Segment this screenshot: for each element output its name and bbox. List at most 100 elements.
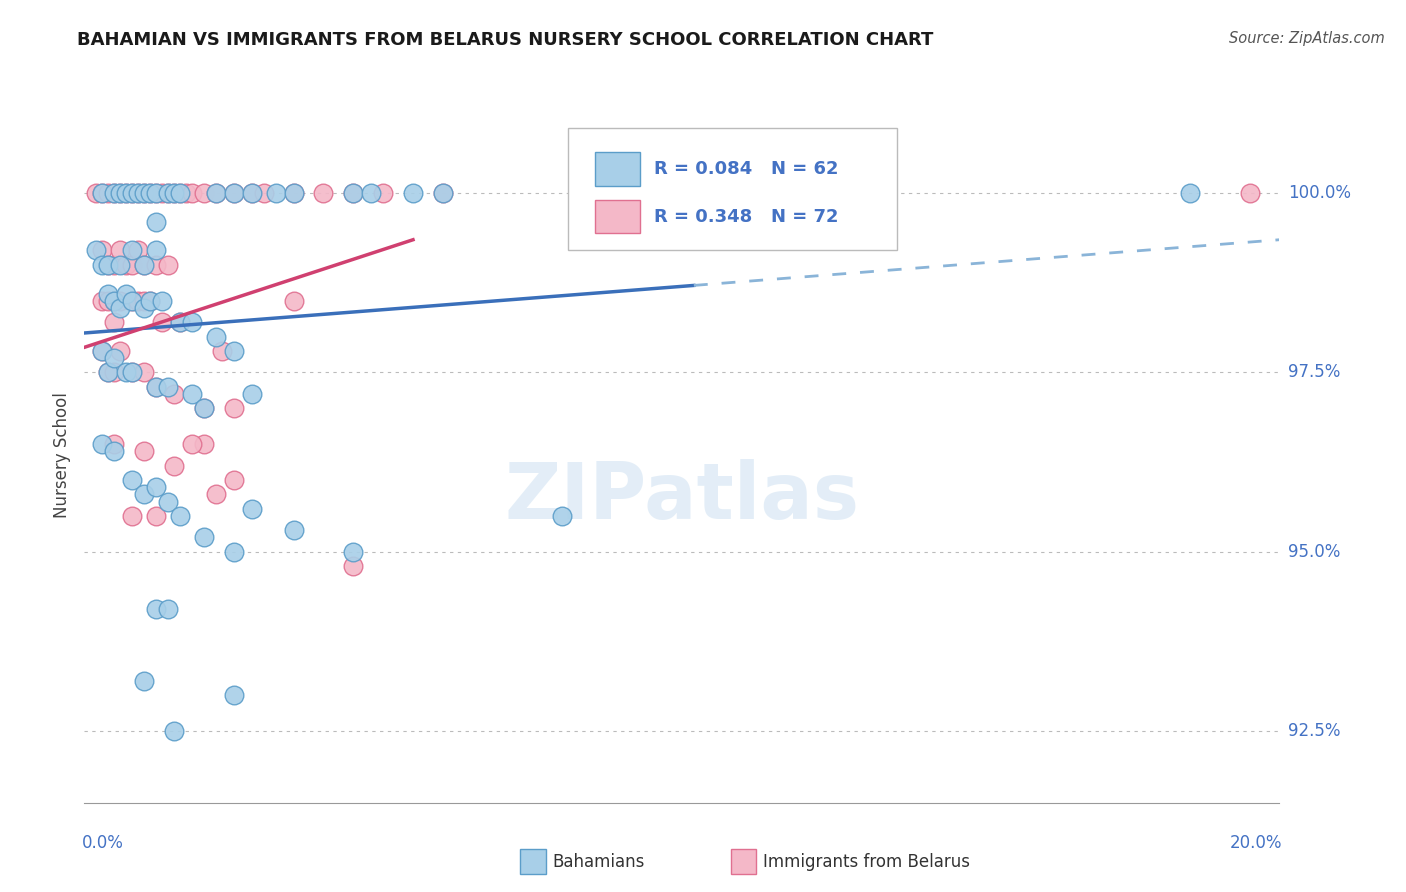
Y-axis label: Nursery School: Nursery School — [53, 392, 72, 518]
Point — [264, 186, 287, 200]
Text: 92.5%: 92.5% — [1288, 722, 1340, 740]
Point — [86, 186, 108, 200]
Point — [180, 387, 202, 401]
Point — [169, 315, 191, 329]
Point — [163, 458, 186, 473]
Point — [360, 186, 382, 200]
Point — [103, 444, 125, 458]
Point — [132, 444, 156, 458]
Point — [193, 401, 215, 416]
Point — [342, 559, 364, 574]
Point — [110, 186, 132, 200]
FancyBboxPatch shape — [595, 200, 640, 234]
Point — [127, 244, 149, 258]
Point — [132, 186, 156, 200]
Point — [121, 186, 143, 200]
Point — [110, 301, 132, 315]
Point — [432, 186, 454, 200]
Point — [139, 186, 162, 200]
Text: 0.0%: 0.0% — [82, 834, 124, 852]
Point — [91, 437, 114, 451]
Point — [312, 186, 335, 200]
Point — [91, 343, 114, 358]
Point — [132, 293, 156, 308]
Point — [121, 244, 143, 258]
Point — [432, 186, 454, 200]
Point — [121, 293, 143, 308]
Point — [551, 508, 574, 523]
Point — [1239, 186, 1261, 200]
Point — [163, 724, 186, 739]
Point — [145, 258, 167, 272]
Point — [121, 366, 143, 380]
Point — [127, 186, 149, 200]
Point — [150, 186, 173, 200]
Point — [121, 186, 143, 200]
Point — [115, 258, 138, 272]
Point — [103, 293, 125, 308]
Point — [222, 343, 245, 358]
Point — [91, 343, 114, 358]
Point — [121, 508, 143, 523]
Point — [731, 186, 754, 200]
Point — [132, 258, 156, 272]
Point — [193, 437, 215, 451]
Point — [180, 315, 202, 329]
Point — [121, 366, 143, 380]
Text: R = 0.348   N = 72: R = 0.348 N = 72 — [654, 208, 839, 226]
Point — [103, 437, 125, 451]
Text: ZIPatlas: ZIPatlas — [505, 458, 859, 534]
Point — [145, 244, 167, 258]
Point — [174, 186, 197, 200]
Text: 100.0%: 100.0% — [1288, 184, 1351, 202]
Point — [115, 186, 138, 200]
Point — [253, 186, 276, 200]
Point — [103, 366, 125, 380]
Point — [110, 258, 132, 272]
Point — [145, 480, 167, 494]
Point — [132, 487, 156, 501]
Point — [240, 186, 263, 200]
Point — [342, 186, 364, 200]
Point — [115, 366, 138, 380]
Point — [371, 186, 394, 200]
Point — [97, 286, 120, 301]
Point — [97, 258, 120, 272]
Point — [145, 186, 167, 200]
Point — [163, 186, 186, 200]
Point — [211, 343, 233, 358]
Point — [145, 380, 167, 394]
Point — [157, 494, 180, 508]
Point — [163, 387, 186, 401]
Point — [150, 315, 173, 329]
Point — [157, 186, 180, 200]
Text: 20.0%: 20.0% — [1229, 834, 1282, 852]
Point — [157, 186, 180, 200]
FancyBboxPatch shape — [568, 128, 897, 250]
Point — [222, 186, 245, 200]
Point — [169, 186, 191, 200]
Point — [139, 293, 162, 308]
Point — [110, 343, 132, 358]
Point — [145, 215, 167, 229]
Point — [1178, 186, 1201, 200]
Point — [169, 315, 191, 329]
Point — [342, 545, 364, 559]
Point — [283, 293, 305, 308]
Point — [283, 186, 305, 200]
Point — [283, 523, 305, 537]
Point — [103, 315, 125, 329]
Text: 97.5%: 97.5% — [1288, 363, 1340, 382]
Point — [121, 258, 143, 272]
Point — [97, 186, 120, 200]
Point — [157, 380, 180, 394]
Point — [91, 186, 114, 200]
Text: Bahamians: Bahamians — [553, 853, 645, 871]
Point — [97, 366, 120, 380]
Point — [103, 258, 125, 272]
Point — [132, 258, 156, 272]
Point — [103, 186, 125, 200]
Point — [91, 186, 114, 200]
Point — [193, 530, 215, 544]
Point — [103, 186, 125, 200]
